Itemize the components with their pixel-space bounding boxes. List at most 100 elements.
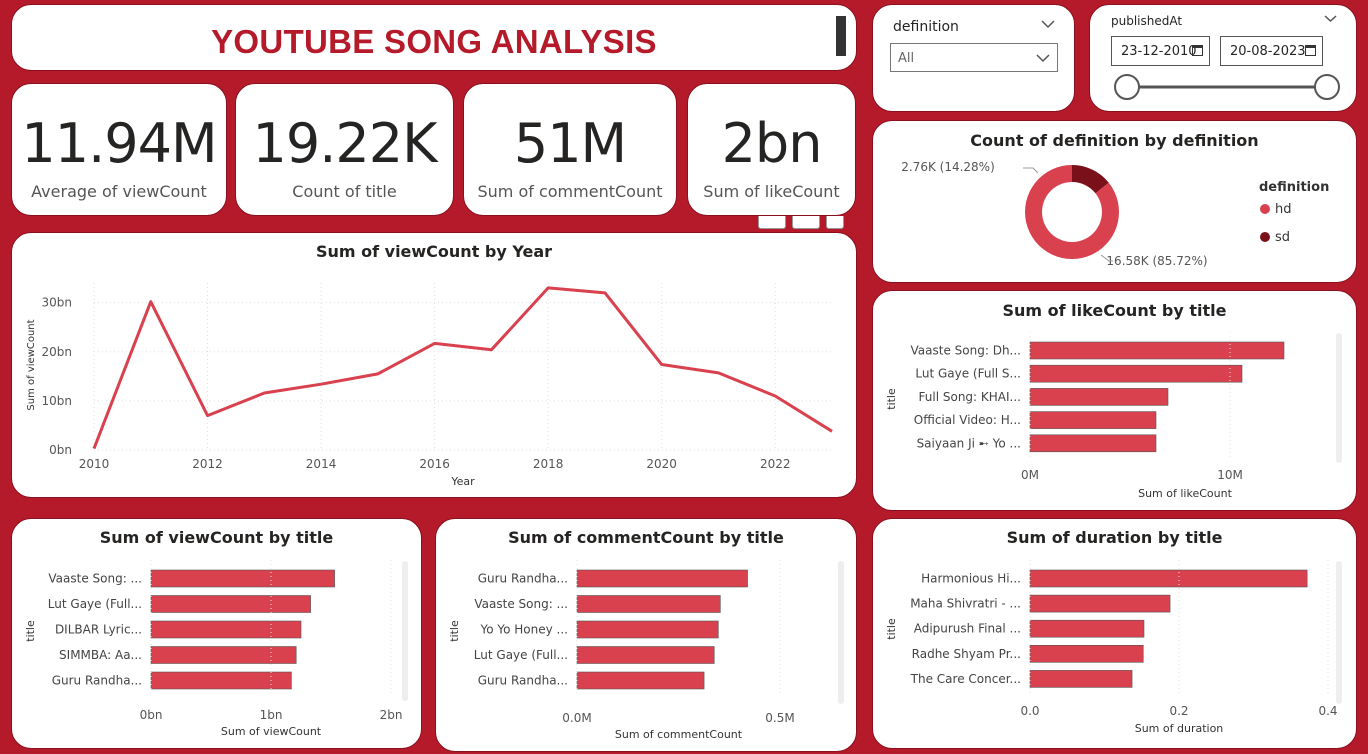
y-tick-label: 0bn [49,443,72,457]
definition-donut-card: Count of definition by definition 2.76K … [872,120,1357,283]
scrollbar[interactable] [1336,333,1342,463]
x-tick-label: 2012 [192,457,223,471]
x-tick-label: 0bn [140,708,163,722]
chevron-down-icon [1036,54,1050,63]
date-range-slider[interactable] [1110,71,1342,105]
data-point[interactable] [92,447,96,451]
data-point[interactable] [830,429,834,433]
line-chart[interactable]: Year Sum of viewCount 0bn 10bn 20bn 30bn 201… [12,233,858,499]
slicer-label: definition [893,19,959,35]
more-options-button[interactable] [826,216,844,229]
viewcount-year-card: Sum of viewCount by Year Year Sum of vie… [11,232,857,498]
x-tick-label: 2020 [646,457,677,471]
series-line[interactable] [92,286,833,450]
x-tick-label: 10M [1217,468,1243,482]
x-tick-label: 2022 [760,457,791,471]
y-axis-label: title [885,618,898,640]
slider-start-handle[interactable] [1114,74,1140,100]
bar-chart[interactable]: Harmonious Hi... Maha Shivratri - ... Adip… [873,519,1358,750]
category-label: Vaaste Song: ... [474,597,568,611]
category-label: Official Video: H... [914,413,1021,427]
title-card: YOUTUBE SONG ANALYSIS [11,4,857,71]
category-label: Full Song: KHAI... [919,390,1021,404]
donut-chart[interactable]: 2.76K (14.28%) 16.58K (85.72%) definitio… [873,121,1358,284]
bar[interactable] [1029,619,1145,638]
bar[interactable] [150,595,311,613]
category-label: The Care Concer... [910,672,1021,686]
kpi-card-avg-views[interactable]: 11.94M Average of viewCount [11,83,227,216]
bar-chart[interactable]: Guru Randha... Vaaste Song: ... Yo Yo Hone… [436,519,858,753]
bar[interactable] [576,569,748,588]
bar[interactable] [1029,434,1157,453]
scrollbar[interactable] [838,561,844,704]
data-point[interactable] [319,382,323,386]
x-tick-label: 2bn [380,708,403,722]
bar[interactable] [1029,411,1157,429]
data-point[interactable] [489,348,493,352]
filter-button[interactable] [792,216,820,229]
bar[interactable] [1029,670,1133,688]
bar[interactable] [150,569,335,588]
legend-item-sd[interactable]: sd [1275,230,1290,245]
kpi-value: 19.22K [252,112,437,175]
likecount-title-card: Sum of likeCount by title Vaaste Song: D… [872,290,1357,511]
bar[interactable] [150,671,292,690]
bar-chart[interactable]: Vaaste Song: ... Lut Gaye (Full... DILBAR … [12,519,423,750]
data-point[interactable] [433,341,437,345]
donut-slice-hd[interactable] [1025,165,1119,259]
data-point[interactable] [206,414,210,418]
category-label: Vaaste Song: ... [48,572,142,586]
chevron-down-icon[interactable] [1324,14,1337,23]
bar[interactable] [1029,645,1144,663]
data-point[interactable] [376,372,380,376]
category-label: Lut Gaye (Full... [474,648,568,662]
data-point[interactable] [546,286,550,290]
chart-title: Sum of duration by title [1006,528,1223,547]
bar[interactable] [576,620,719,639]
x-tick-label: 0.2 [1169,704,1188,718]
bar[interactable] [1029,569,1308,588]
end-date-input[interactable]: 20-08-2023 [1220,36,1323,66]
definition-dropdown[interactable]: All [890,43,1058,72]
kpi-card-count-title[interactable]: 19.22K Count of title [235,83,454,216]
category-label: DILBAR Lyric... [55,623,142,637]
scrollbar[interactable] [402,561,408,701]
bar[interactable] [150,646,297,664]
data-point[interactable] [773,394,777,398]
bar[interactable] [576,595,721,613]
chevron-down-icon[interactable] [1041,19,1055,29]
bar-chart[interactable]: Vaaste Song: Dh... Lut Gaye (Full S... Ful… [873,291,1358,512]
data-point[interactable] [603,291,607,295]
bar[interactable] [1029,594,1171,613]
duration-title-card: Sum of duration by title Harmonious Hi..… [872,518,1357,749]
x-tick-label: 2010 [79,457,110,471]
chart-title: Count of definition by definition [970,131,1259,150]
kpi-card-sum-likes[interactable]: 2bn Sum of likeCount [687,83,856,216]
bar[interactable] [1029,364,1243,383]
data-point[interactable] [716,371,720,375]
scrollbar[interactable] [1336,561,1342,704]
start-date-input[interactable]: 23-12-2010 [1111,36,1210,66]
x-axis-label: Year [450,475,475,488]
data-point[interactable] [660,363,664,367]
dashboard-title: YOUTUBE SONG ANALYSIS [211,23,657,60]
bar[interactable] [576,646,715,664]
data-point[interactable] [262,391,266,395]
bar[interactable] [576,671,705,690]
calendar-icon[interactable] [1305,45,1316,56]
title-accent-bar [836,16,846,56]
y-axis-label: title [885,388,898,410]
bar[interactable] [1029,341,1285,360]
donut-slice-sd[interactable] [1072,165,1109,194]
x-tick-label: 1bn [260,708,283,722]
kpi-label: Sum of likeCount [703,182,840,201]
bar[interactable] [1029,388,1169,406]
bar[interactable] [150,620,302,639]
focus-mode-button[interactable] [758,216,786,229]
kpi-card-sum-comments[interactable]: 51M Sum of commentCount [463,83,677,216]
data-point[interactable] [149,300,153,304]
slider-end-handle[interactable] [1314,74,1340,100]
legend-item-hd[interactable]: hd [1275,202,1292,217]
leader-line [1023,167,1039,174]
calendar-icon[interactable] [1192,45,1203,56]
